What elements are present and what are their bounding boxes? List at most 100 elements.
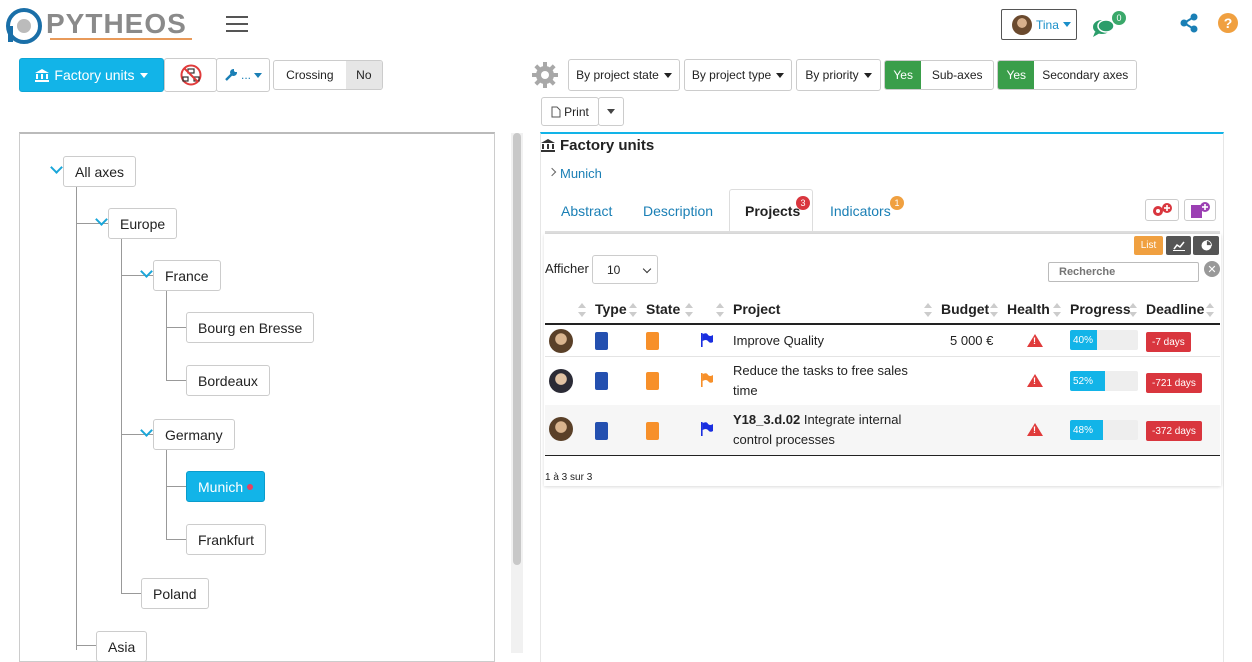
factory-units-dropdown[interactable]: Factory units bbox=[19, 58, 164, 92]
flag-icon bbox=[701, 373, 713, 387]
sub-axes-toggle[interactable]: Yes Sub-axes bbox=[884, 60, 994, 90]
by-project-state-label: By project state bbox=[576, 68, 659, 82]
state-indicator bbox=[646, 332, 659, 350]
tree-node-frankfurt[interactable]: Frankfurt bbox=[186, 524, 267, 555]
help-icon[interactable]: ? bbox=[1217, 12, 1239, 34]
table-row[interactable]: Improve Quality 5 000 € 40% -7 days bbox=[545, 325, 1220, 357]
wrench-icon bbox=[225, 68, 238, 81]
tree-node-munich[interactable]: Munich bbox=[186, 471, 266, 502]
chat-icon[interactable] bbox=[1092, 16, 1116, 38]
tree-node-asia[interactable]: Asia bbox=[96, 631, 148, 662]
sort-icon[interactable] bbox=[1129, 303, 1137, 317]
tree-line bbox=[121, 275, 153, 276]
progress-fill: 48% bbox=[1070, 420, 1103, 440]
tab-indicators[interactable]: Indicators bbox=[830, 203, 891, 219]
pie-chart-view-button[interactable] bbox=[1193, 236, 1219, 255]
column-header-project[interactable]: Project bbox=[733, 301, 781, 317]
column-header-health[interactable]: Health bbox=[1007, 301, 1050, 317]
progress-fill: 52% bbox=[1070, 371, 1106, 391]
chevron-down-icon bbox=[776, 72, 785, 78]
column-header-deadline[interactable]: Deadline bbox=[1146, 301, 1205, 317]
add-settings-button[interactable] bbox=[1145, 199, 1179, 221]
by-project-type-dropdown[interactable]: By project type bbox=[684, 59, 792, 91]
no-network-icon bbox=[180, 64, 201, 86]
budget-value: 5 000 € bbox=[950, 333, 994, 348]
project-name[interactable]: Improve Quality bbox=[733, 333, 825, 348]
scrollbar-thumb[interactable] bbox=[513, 133, 521, 565]
tab-description[interactable]: Description bbox=[643, 203, 714, 219]
tree-node-bourg-en-bresse[interactable]: Bourg en Bresse bbox=[186, 312, 315, 343]
pie-chart-icon bbox=[1201, 240, 1212, 251]
column-header-progress[interactable]: Progress bbox=[1070, 301, 1131, 317]
no-network-button[interactable] bbox=[164, 58, 217, 92]
crossing-value[interactable]: No bbox=[345, 61, 382, 89]
by-project-state-dropdown[interactable]: By project state bbox=[568, 59, 680, 91]
list-view-button[interactable]: List bbox=[1134, 236, 1163, 255]
project-name[interactable]: Reduce the tasks to free sales bbox=[733, 363, 908, 378]
project-name-cont[interactable]: control processes bbox=[733, 432, 835, 447]
project-name[interactable]: Y18_3.d.02 Integrate internal bbox=[733, 410, 901, 430]
type-indicator bbox=[595, 372, 608, 390]
factory-units-label: Factory units bbox=[54, 67, 135, 83]
clear-search-icon[interactable]: ✕ bbox=[1204, 261, 1220, 277]
tab-divider bbox=[545, 231, 1220, 234]
tree-node-france[interactable]: France bbox=[153, 260, 221, 291]
tree-node-germany[interactable]: Germany bbox=[153, 419, 235, 450]
table-row[interactable]: Reduce the tasks to free sales time 52% … bbox=[545, 357, 1220, 405]
progress-bar: 48% bbox=[1070, 420, 1138, 440]
tab-abstract[interactable]: Abstract bbox=[561, 203, 613, 219]
print-label: Print bbox=[564, 104, 589, 119]
sort-icon[interactable] bbox=[716, 303, 724, 317]
search-input[interactable] bbox=[1048, 262, 1199, 282]
sort-icon[interactable] bbox=[924, 303, 932, 317]
sort-icon[interactable] bbox=[578, 303, 586, 317]
crossing-toggle[interactable]: Crossing No bbox=[273, 60, 383, 90]
tree-line bbox=[76, 223, 108, 224]
pytheos-logo[interactable]: PYTHEOS bbox=[6, 6, 192, 44]
tools-dropdown[interactable]: ... bbox=[216, 58, 270, 92]
tree-node-all-axes[interactable]: All axes bbox=[63, 156, 137, 187]
warning-icon bbox=[1027, 423, 1043, 436]
deadline-badge: -7 days bbox=[1146, 332, 1191, 352]
secondary-axes-yes[interactable]: Yes bbox=[998, 61, 1035, 89]
sort-icon[interactable] bbox=[990, 303, 998, 317]
user-menu-button[interactable]: Tina bbox=[1001, 9, 1077, 40]
project-name-cont[interactable]: time bbox=[733, 383, 758, 398]
sort-icon[interactable] bbox=[1206, 303, 1214, 317]
progress-bar: 52% bbox=[1070, 371, 1138, 391]
state-indicator bbox=[646, 422, 659, 440]
tree-node-poland[interactable]: Poland bbox=[141, 578, 209, 609]
tree-node-europe[interactable]: Europe bbox=[108, 208, 178, 239]
type-indicator bbox=[595, 422, 608, 440]
column-header-state[interactable]: State bbox=[646, 301, 681, 317]
table-row[interactable]: Y18_3.d.02 Integrate internal control pr… bbox=[545, 405, 1220, 455]
share-icon[interactable] bbox=[1180, 13, 1198, 33]
progress-bar: 40% bbox=[1070, 330, 1138, 350]
page-size-select[interactable]: 10 bbox=[592, 255, 658, 284]
line-chart-view-button[interactable] bbox=[1166, 236, 1191, 255]
sort-icon[interactable] bbox=[629, 303, 637, 317]
sort-icon[interactable] bbox=[685, 303, 693, 317]
secondary-axes-toggle[interactable]: Yes Secondary axes bbox=[997, 60, 1137, 90]
tree-line bbox=[166, 380, 186, 381]
deadline-badge: -372 days bbox=[1146, 421, 1202, 441]
chevron-down-icon bbox=[663, 72, 672, 78]
chevron-down-icon bbox=[254, 72, 262, 78]
column-header-type[interactable]: Type bbox=[595, 301, 627, 317]
avatar bbox=[549, 417, 573, 441]
by-priority-dropdown[interactable]: By priority bbox=[796, 59, 881, 91]
menu-toggle-icon[interactable] bbox=[226, 16, 248, 32]
add-document-button[interactable] bbox=[1184, 199, 1216, 221]
print-options-dropdown[interactable] bbox=[598, 97, 624, 126]
gear-icon[interactable] bbox=[531, 61, 559, 89]
sub-axes-yes[interactable]: Yes bbox=[885, 61, 922, 89]
column-header-budget[interactable]: Budget bbox=[941, 301, 990, 317]
user-name: Tina bbox=[1036, 17, 1059, 32]
breadcrumb-munich[interactable]: Munich bbox=[560, 166, 602, 181]
user-avatar bbox=[1012, 14, 1032, 35]
sort-icon[interactable] bbox=[1053, 303, 1061, 317]
deadline-badge: -721 days bbox=[1146, 373, 1202, 393]
tree-node-bordeaux[interactable]: Bordeaux bbox=[186, 365, 270, 396]
print-button[interactable]: Print bbox=[541, 97, 599, 126]
show-entries-label: Afficher bbox=[545, 261, 589, 276]
